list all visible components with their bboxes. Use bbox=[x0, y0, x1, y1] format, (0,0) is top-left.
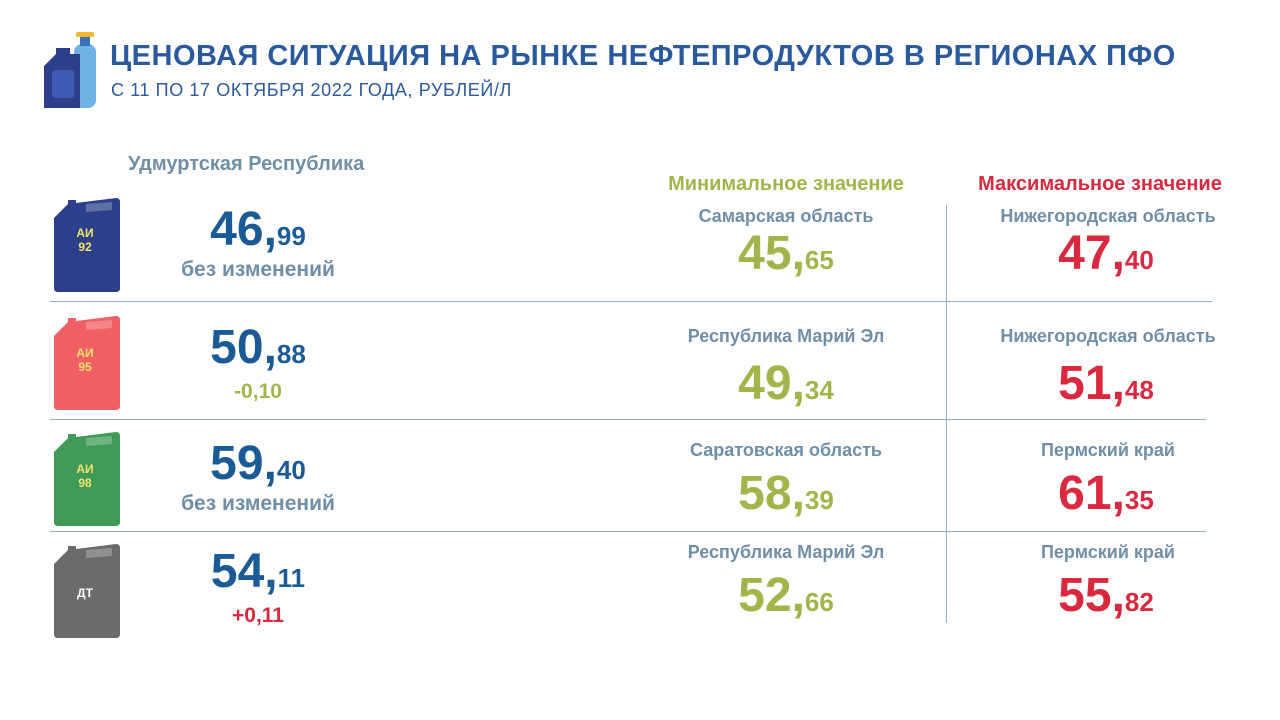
jerrycan-icon bbox=[54, 432, 120, 526]
max-region-name: Пермский край bbox=[1040, 440, 1175, 460]
price-change: -0,10 bbox=[234, 380, 282, 403]
price-change: без изменений bbox=[181, 492, 335, 515]
fuel-type-label: АИ 92 bbox=[76, 226, 94, 254]
fuel-type-label: ДТ bbox=[77, 586, 93, 600]
max-region-name: Пермский край bbox=[1040, 542, 1175, 562]
fuel-logo-icon bbox=[44, 32, 96, 108]
min-price: 52,66 bbox=[738, 569, 834, 622]
regional-price: 59,40 bbox=[210, 437, 306, 490]
regional-price: 50,88 bbox=[210, 321, 306, 374]
fuel-row: АИ 92 46,99 без изменений Самарская обла… bbox=[0, 192, 1280, 302]
price-change: без изменений bbox=[181, 258, 335, 281]
page-title: ЦЕНОВАЯ СИТУАЦИЯ НА РЫНКЕ НЕФТЕПРОДУКТОВ… bbox=[110, 40, 1176, 72]
max-region-name: Нижегородская область bbox=[1000, 206, 1216, 226]
row-divider bbox=[50, 301, 1212, 302]
jerrycan-icon bbox=[54, 544, 120, 638]
min-column-header: Минимальное значение bbox=[668, 173, 904, 195]
min-price: 58,39 bbox=[738, 467, 834, 520]
regional-price: 46,99 bbox=[210, 203, 306, 256]
page-subtitle: С 11 ПО 17 ОКТЯБРЯ 2022 ГОДА, РУБЛЕЙ/Л bbox=[111, 80, 512, 100]
fuel-row: ДТ 54,11 +0,11 Республика Марий Эл 52,66… bbox=[0, 538, 1280, 648]
fuel-row: АИ 98 59,40 без изменений Саратовская об… bbox=[0, 426, 1280, 536]
max-region-name: Нижегородская область bbox=[1000, 326, 1216, 346]
min-region-name: Республика Марий Эл bbox=[687, 326, 885, 346]
region-title: Удмуртская Республика bbox=[128, 153, 365, 175]
price-change: +0,11 bbox=[232, 604, 284, 627]
max-price: 51,48 bbox=[1058, 357, 1154, 410]
min-region-name: Саратовская область bbox=[690, 440, 882, 460]
min-region-name: Республика Марий Эл bbox=[687, 542, 885, 562]
min-price: 49,34 bbox=[738, 357, 834, 410]
max-price: 47,40 bbox=[1058, 227, 1154, 280]
max-column-header: Максимальное значение bbox=[978, 173, 1222, 195]
fuel-row: АИ 95 50,88 -0,10 Республика Марий Эл 49… bbox=[0, 310, 1280, 420]
fuel-type-label: АИ 95 bbox=[76, 346, 94, 374]
max-price: 55,82 bbox=[1058, 569, 1154, 622]
max-price: 61,35 bbox=[1058, 467, 1154, 520]
regional-price: 54,11 bbox=[210, 545, 306, 598]
min-price: 45,65 bbox=[738, 227, 834, 280]
row-divider bbox=[50, 419, 1206, 420]
column-divider bbox=[946, 205, 947, 623]
row-divider bbox=[50, 531, 1206, 532]
min-region-name: Самарская область bbox=[698, 206, 874, 226]
fuel-type-label: АИ 98 bbox=[76, 462, 94, 490]
jerrycan-icon bbox=[54, 198, 120, 292]
jerrycan-icon bbox=[54, 316, 120, 410]
